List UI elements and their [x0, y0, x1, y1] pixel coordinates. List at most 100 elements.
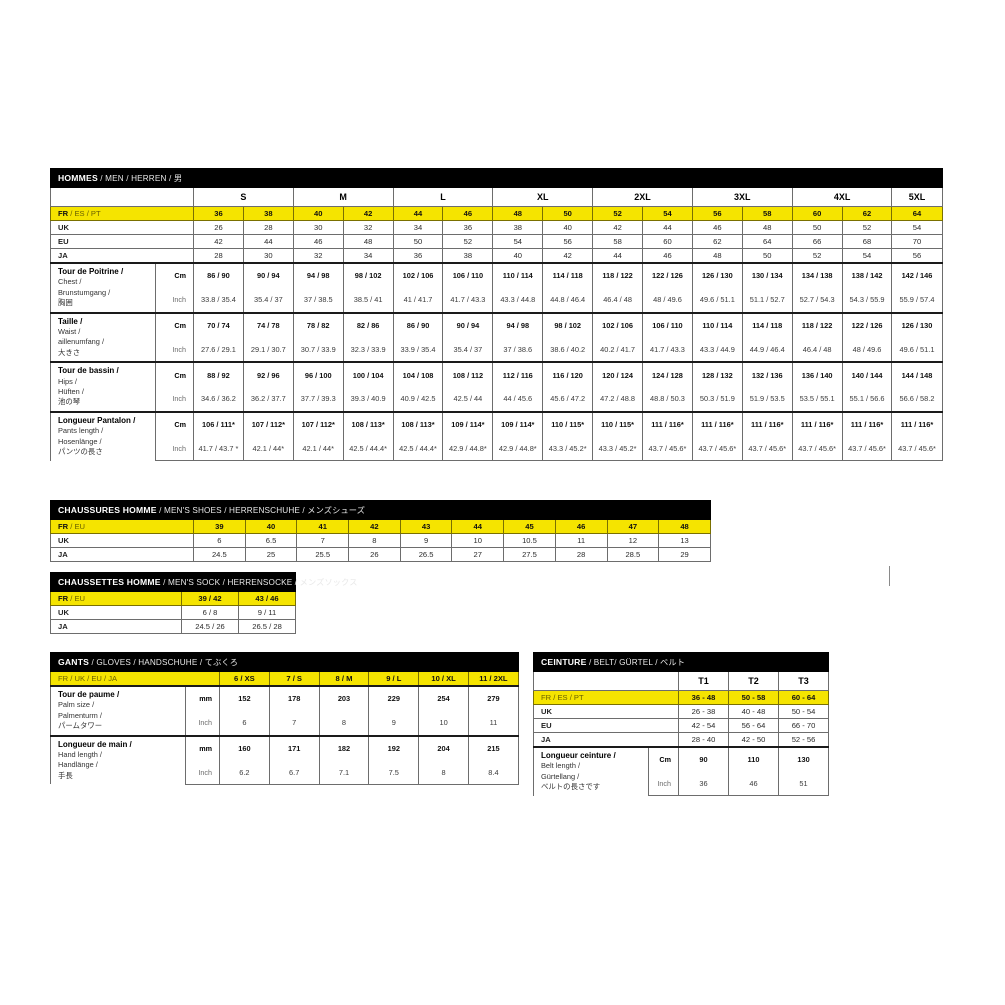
men-hips-in-7: 45.6 / 47.2 [542, 387, 594, 413]
men-waist-cm-3: 82 / 86 [342, 311, 394, 338]
men-chest-cm-13: 138 / 142 [841, 262, 893, 288]
gloves-size-row-label: FR / UK / EU / JA [50, 671, 220, 687]
men-measure-chest-label: Tour de Poitrine / Chest / Brunstumgang … [50, 262, 156, 313]
men-chest-in-1: 35.4 / 37 [242, 287, 294, 314]
men-waist-cm-10: 110 / 114 [691, 311, 743, 338]
socks-row-fr: FR / EU 39 / 42 43 / 46 [50, 591, 297, 606]
men-pants-in-4: 42.5 / 44.4* [392, 436, 444, 461]
men-hips-cm-13: 140 / 144 [841, 361, 893, 388]
men-chest-cm-7: 114 / 118 [542, 262, 594, 288]
men-pants-cm-8: 110 / 115* [592, 410, 644, 437]
men-hips-in-6: 44 / 45.6 [492, 387, 544, 413]
men-eu-7: 56 [542, 234, 594, 249]
men-group-l: L [392, 187, 494, 207]
gloves-title-rest: / GLOVES / HANDSCHUHE / てぶくろ [89, 658, 239, 667]
men-fr-1: 38 [242, 206, 294, 221]
shoes-row-fr: FR / EU 39 40 41 42 43 44 45 46 47 48 [50, 519, 711, 534]
socks-title: CHAUSSETTES HOMME / MEN'S SOCK / HERRENS… [49, 572, 357, 592]
belt-ja-2: 52 - 56 [777, 732, 830, 748]
shoes-fr-7: 46 [554, 519, 608, 534]
men-measure-pants-unit-inch: Inch [155, 436, 194, 461]
gloves-hand-in-4: 8 [418, 760, 469, 785]
men-chest-cm-4: 102 / 106 [392, 262, 444, 288]
men-size-table: HOMMES / MEN / HERREN / 男 S M L XL 2XL 3… [50, 168, 943, 461]
shoes-uk-5: 10 [451, 533, 505, 548]
belt-row-ja-label: JA [533, 732, 679, 748]
men-pants-cm-5: 109 / 114* [442, 410, 494, 437]
men-row-ja-label: JA [50, 248, 194, 264]
men-chest-cm-8: 118 / 122 [592, 262, 644, 288]
men-waist-in-11: 44.9 / 46.4 [741, 337, 793, 363]
men-title-main: HOMMES [58, 173, 98, 183]
men-uk-1: 28 [242, 220, 294, 235]
shoes-uk-0: 6 [193, 533, 246, 548]
men-waist-in-7: 38.6 / 40.2 [542, 337, 594, 363]
shoes-fr-8: 47 [606, 519, 660, 534]
men-ja-11: 50 [741, 248, 793, 264]
belt-uk-2: 50 - 54 [777, 704, 830, 719]
men-pants-cm-6: 109 / 114* [492, 410, 544, 437]
men-waist-cm-0: 70 / 74 [193, 311, 244, 338]
men-ja-10: 48 [691, 248, 743, 264]
socks-ja-1: 26.5 / 28 [237, 619, 297, 634]
men-uk-12: 50 [791, 220, 843, 235]
gloves-title-main: GANTS [58, 657, 90, 667]
men-waist-in-3: 32.3 / 33.9 [342, 337, 394, 363]
shoes-fr-0: 39 [193, 519, 246, 534]
stray-mark [889, 566, 890, 586]
belt-fr-2: 60 - 64 [777, 690, 830, 705]
belt-length-inch: Inch 36 46 51 [534, 771, 830, 797]
men-chest-in-7: 44.8 / 46.4 [542, 287, 594, 314]
men-chest-in-0: 33.8 / 35.4 [193, 287, 244, 314]
men-chest-in-13: 54.3 / 55.9 [841, 287, 893, 314]
socks-row-ja: JA 24.5 / 26 26.5 / 28 [50, 619, 297, 634]
men-ja-6: 40 [492, 248, 544, 264]
men-hips-cm-1: 92 / 96 [242, 361, 294, 388]
men-waist-cm-7: 98 / 102 [542, 311, 594, 338]
men-uk-3: 32 [342, 220, 394, 235]
shoes-uk-7: 11 [554, 533, 608, 548]
men-measure-waist-unit-inch: Inch [155, 337, 194, 363]
belt-title-row: CEINTURE / BELT/ GÜRTEL / ベルト [532, 652, 830, 672]
men-measure-chest-unit-inch: Inch [155, 287, 194, 314]
belt-eu-1: 56 - 64 [728, 718, 779, 733]
men-eu-11: 64 [741, 234, 793, 249]
men-hips-cm-9: 124 / 128 [642, 361, 693, 388]
men-fr-8: 52 [592, 206, 644, 221]
gloves-palm-unit-mm: mm [185, 685, 220, 711]
men-pants-cm-0: 106 / 111* [193, 410, 244, 437]
men-row-eu: EU 42 44 46 48 50 52 54 56 58 60 62 64 6… [50, 234, 943, 249]
gloves-palm-mm-3: 229 [368, 685, 420, 711]
men-chest-cm-1: 90 / 94 [242, 262, 294, 288]
men-pants-cm-2: 107 / 112* [292, 410, 344, 437]
men-eu-4: 50 [392, 234, 444, 249]
men-hips-in-0: 34.6 / 36.2 [193, 387, 244, 413]
socks-row-uk: UK 6 / 8 9 / 11 [50, 605, 297, 620]
belt-row-eu: EU 42 - 54 56 - 64 66 - 70 [533, 718, 830, 733]
gloves-title-row: GANTS / GLOVES / HANDSCHUHE / てぶくろ [50, 652, 519, 672]
men-eu-14: 70 [891, 234, 943, 249]
belt-fr-1: 50 - 58 [728, 690, 779, 705]
men-pants-in-8: 43.3 / 45.2* [592, 436, 644, 461]
men-waist-in-2: 30.7 / 33.9 [292, 337, 344, 363]
men-pants-in-3: 42.5 / 44.4* [342, 436, 394, 461]
men-measure-chest-inch: Inch 33.8 / 35.4 35.4 / 37 37 / 38.5 38.… [51, 287, 943, 314]
men-fr-11: 58 [741, 206, 793, 221]
gloves-hand-in-5: 8.4 [467, 760, 519, 785]
shoes-fr-5: 44 [451, 519, 505, 534]
shoes-uk-1: 6.5 [244, 533, 298, 548]
gloves-hand-inch: Inch 6.2 6.7 7.1 7.5 8 8.4 [51, 760, 519, 785]
shoes-uk-6: 10.5 [503, 533, 556, 548]
men-ja-13: 54 [841, 248, 893, 264]
men-measure-waist-label: Taille / Waist / aillenumfang / 大きさ [50, 311, 156, 363]
men-eu-5: 52 [442, 234, 494, 249]
men-waist-cm-11: 114 / 118 [741, 311, 793, 338]
men-waist-cm-14: 126 / 130 [891, 311, 943, 338]
men-eu-3: 48 [342, 234, 394, 249]
belt-group-t3: T3 [777, 671, 830, 691]
shoes-ja-6: 27.5 [503, 547, 556, 562]
gloves-size-row: FR / UK / EU / JA 6 / XS 7 / S 8 / M 9 /… [50, 671, 519, 687]
men-measure-pants-label: Longueur Pantalon / Pants length / Hosen… [50, 410, 156, 461]
men-ja-5: 38 [442, 248, 494, 264]
